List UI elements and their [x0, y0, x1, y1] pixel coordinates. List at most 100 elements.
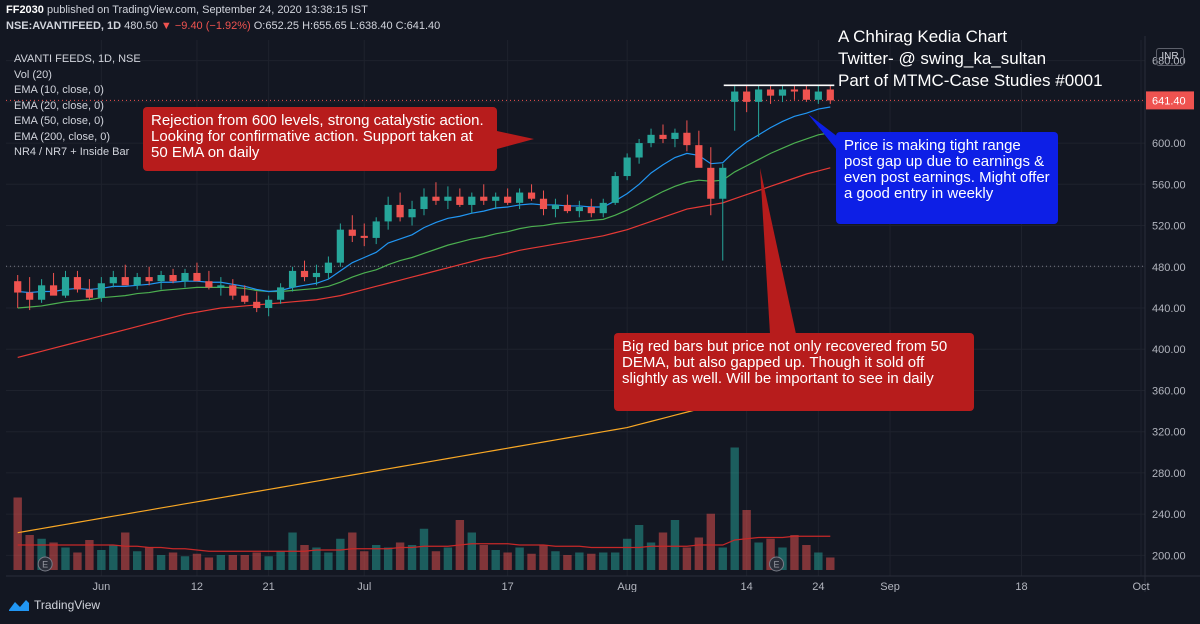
chart-credit: A Chhirag Kedia Chart Twitter- @ swing_k…	[838, 26, 1103, 92]
volume-bar	[180, 556, 190, 570]
legend-item-ema20[interactable]: EMA (20, close, 0)	[14, 99, 104, 112]
candle-body	[408, 209, 416, 218]
volume-bar	[587, 553, 596, 570]
candle-body	[575, 206, 583, 212]
candle-body	[599, 202, 607, 214]
y-tick-label: 360.00	[1152, 385, 1186, 397]
volume-bar	[216, 555, 226, 570]
candle-body	[695, 145, 703, 168]
candle-body	[755, 89, 763, 102]
volume-bar	[730, 447, 739, 570]
legend-item-nr4[interactable]: NR4 / NR7 + Inside Bar	[14, 146, 130, 158]
legend-item-ema200[interactable]: EMA (200, close, 0)	[14, 130, 110, 143]
candle-body	[480, 196, 488, 201]
volume-bar	[276, 551, 285, 570]
volume-bar	[85, 540, 94, 570]
tradingview-logo[interactable]: TradingView	[8, 598, 100, 612]
volume-bar	[300, 545, 309, 570]
volume-bar	[419, 528, 429, 570]
volume-bar	[599, 552, 608, 570]
x-tick-label: 14	[741, 581, 753, 592]
candle-body	[790, 89, 799, 92]
candle-body	[563, 204, 571, 212]
last-price: 480.50	[124, 20, 158, 32]
ohlc-values: O:652.25 H:655.65 L:638.40 C:641.40	[253, 20, 441, 32]
candle-body	[229, 285, 237, 296]
volume-bar	[61, 547, 70, 570]
volume-bar	[407, 545, 417, 570]
tradingview-brand: TradingView	[34, 598, 101, 612]
symbol-name[interactable]: NSE:AVANTIFEED, 1D	[6, 20, 122, 32]
note-rejection-pointer	[497, 131, 534, 149]
candle-body	[336, 229, 344, 263]
volume-bar	[228, 555, 237, 570]
publisher-user[interactable]: FF2030	[6, 4, 44, 16]
volume-bar	[467, 532, 476, 570]
volume-bar	[802, 545, 811, 570]
y-tick-label: 240.00	[1152, 509, 1186, 521]
volume-bar	[694, 537, 704, 570]
candle-body	[635, 143, 643, 158]
candle-body	[277, 287, 285, 300]
earnings-marker-label: E	[774, 560, 780, 570]
volume-bar	[622, 538, 632, 570]
note-big-red: Big red bars but price not only recovere…	[614, 333, 974, 411]
volume-bar	[324, 552, 333, 570]
volume-bar	[515, 547, 524, 570]
credit-line-3: Part of MTMC-Case Studies #0001	[838, 71, 1103, 90]
volume-bar	[718, 547, 727, 570]
legend-item-ema50[interactable]: EMA (50, close, 0)	[14, 115, 104, 127]
candle-body	[719, 167, 727, 199]
volume-bar	[360, 551, 369, 570]
candle-body	[492, 196, 500, 201]
volume-bar	[312, 547, 321, 570]
candle-body	[611, 176, 619, 203]
ema20-line	[17, 132, 831, 309]
candle-body	[802, 89, 810, 100]
ema10-line	[17, 106, 831, 294]
volume-bar	[37, 538, 46, 570]
candle-body	[707, 167, 715, 199]
candle-body	[73, 277, 82, 290]
x-tick-label: 21	[263, 581, 275, 592]
volume-bar	[527, 553, 536, 570]
volume-bar	[264, 556, 273, 570]
note-big-red-pointer	[760, 168, 796, 334]
volume-bar	[539, 545, 548, 570]
x-tick-label: 12	[191, 581, 203, 592]
x-tick-label: Sep	[880, 581, 900, 592]
legend-title[interactable]: AVANTI FEEDS, 1D, NSE	[14, 53, 141, 65]
volume-bar	[742, 510, 751, 570]
volume-bar	[109, 545, 118, 570]
x-tick-label: 24	[812, 581, 824, 592]
volume-bar	[73, 552, 82, 570]
candle-body	[731, 91, 739, 102]
down-arrow-icon: ▼	[160, 20, 172, 32]
tradingview-logo-icon	[9, 600, 29, 611]
legend-item-ema10[interactable]: EMA (10, close, 0)	[14, 84, 104, 96]
y-tick-label: 280.00	[1152, 468, 1186, 480]
candle-body	[217, 285, 225, 288]
y-tick-label: 680.00	[1152, 56, 1186, 68]
indicator-legend: AVANTI FEEDS, 1D, NSE Vol (20) EMA (10, …	[14, 52, 141, 161]
note-tight-range: Price is making tight range post gap up …	[836, 132, 1058, 224]
candle-body	[300, 270, 309, 278]
candle-body	[384, 204, 392, 222]
candle-body	[38, 285, 46, 300]
volume-bar	[25, 535, 34, 570]
legend-item-vol[interactable]: Vol (20)	[14, 68, 52, 81]
candle-body	[432, 196, 440, 201]
candle-body	[539, 198, 548, 210]
candle-body	[659, 134, 667, 139]
currency-label[interactable]: INR	[1156, 48, 1184, 66]
volume-bar	[395, 542, 405, 570]
y-tick-label: 480.00	[1152, 262, 1186, 274]
volume-bar	[13, 497, 22, 570]
volume-bar	[491, 550, 500, 570]
candle-body	[504, 196, 512, 203]
volume-bar	[252, 552, 261, 570]
candle-body	[814, 91, 822, 100]
candle-body	[324, 262, 332, 273]
candle-body	[551, 204, 560, 210]
chart-header: FF2030 published on TradingView.com, Sep…	[0, 0, 1200, 36]
